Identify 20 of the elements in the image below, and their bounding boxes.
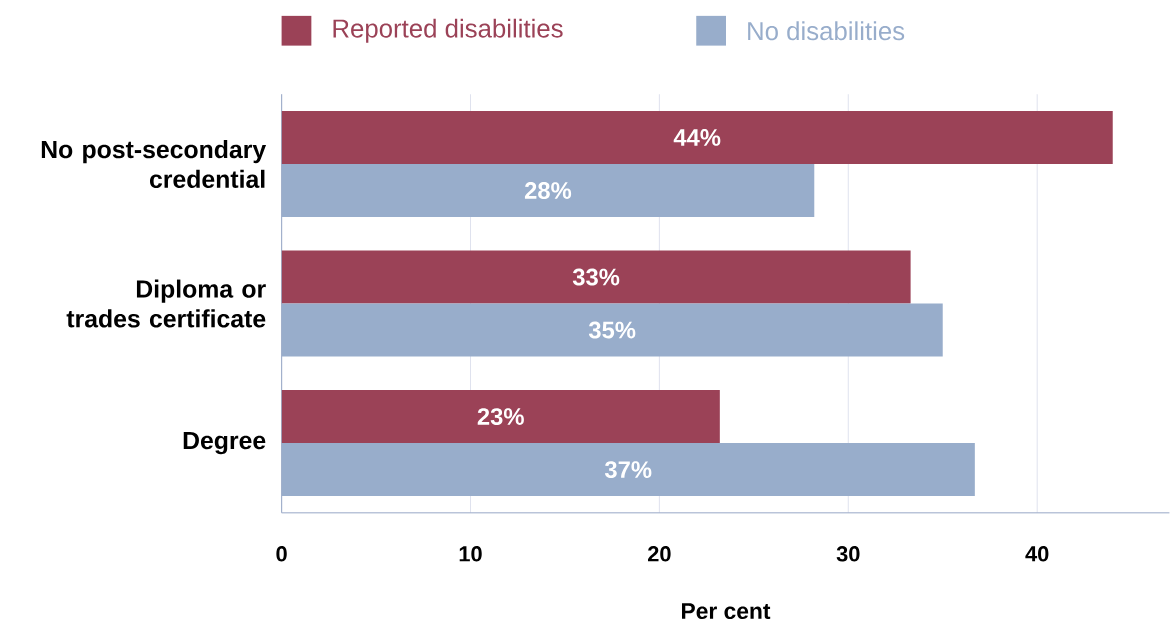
bar — [281, 390, 720, 444]
data-label: 23% — [477, 408, 524, 426]
x-tick-label: 10 — [459, 546, 482, 562]
data-label: 33% — [572, 268, 620, 286]
data-label: 37% — [604, 461, 652, 479]
x-tick-label: 0 — [276, 546, 287, 562]
legend-label: No disabilities — [748, 21, 905, 41]
bar — [281, 111, 1113, 165]
x-tick-label: 40 — [1025, 546, 1049, 562]
x-tick-label: 30 — [836, 546, 860, 562]
y-tick-label: No post-secondary credential — [41, 140, 267, 189]
data-label: 44% — [673, 129, 721, 146]
bar — [281, 250, 911, 304]
y-tick-label: Diploma or trades certificate — [66, 279, 266, 328]
y-tick-label: Degree — [183, 431, 266, 455]
data-label: 28% — [524, 182, 572, 199]
x-tick-label: 20 — [648, 546, 671, 562]
legend-label: Reported disabilities — [333, 18, 563, 43]
x-axis-title: Per cent — [682, 603, 771, 620]
data-label: 35% — [588, 321, 636, 339]
